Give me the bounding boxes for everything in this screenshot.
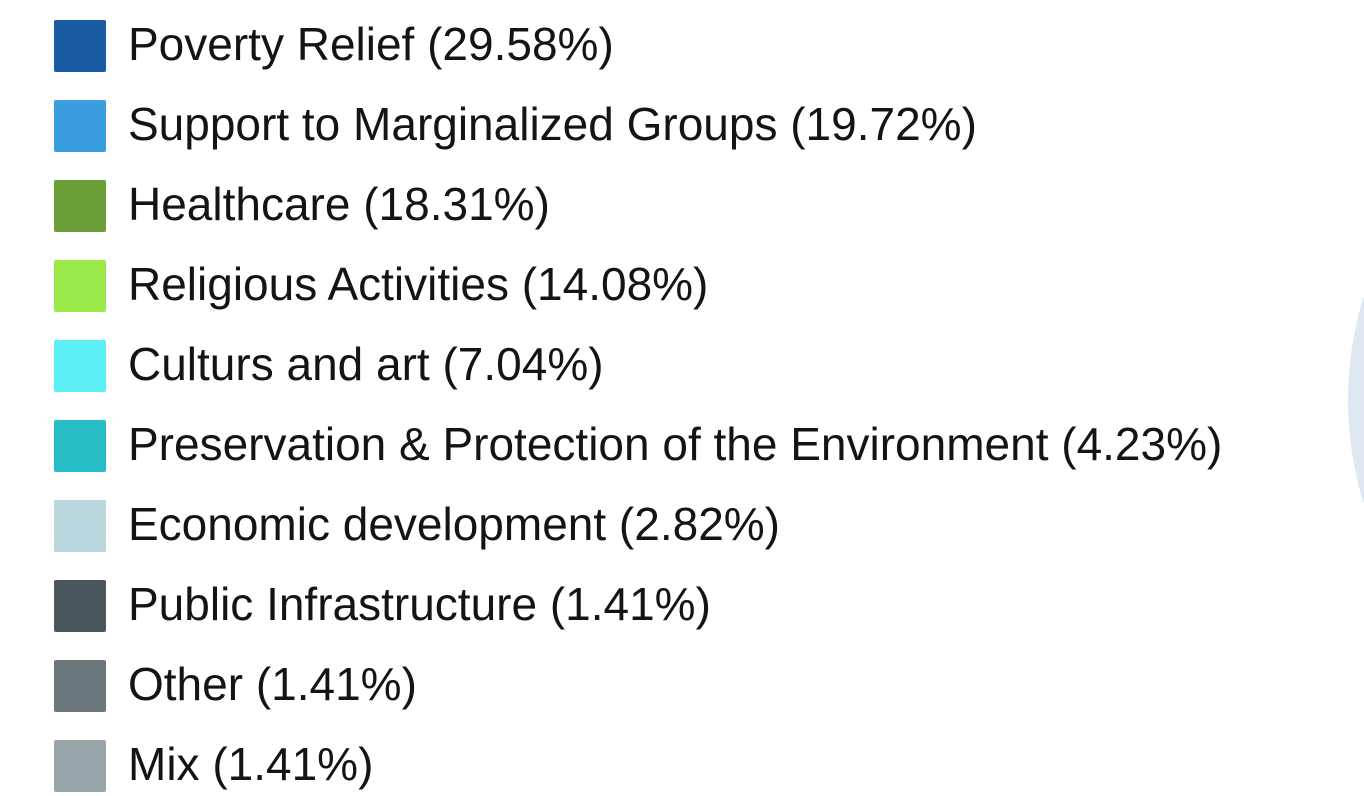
legend-swatch [54, 740, 106, 792]
legend-swatch [54, 500, 106, 552]
legend-swatch [54, 180, 106, 232]
legend-label: Religious Activities (14.08%) [128, 258, 708, 310]
legend-label: Economic development (2.82%) [128, 498, 780, 550]
legend-label: Public Infrastructure (1.41%) [128, 578, 711, 630]
legend-label: Culturs and art (7.04%) [128, 338, 604, 390]
legend-label: Mix (1.41%) [128, 738, 373, 790]
legend-swatch [54, 580, 106, 632]
legend-label: Preservation & Protection of the Environ… [128, 418, 1222, 470]
legend-swatch [54, 20, 106, 72]
pie-edge [1348, 295, 1364, 505]
legend-swatch [54, 260, 106, 312]
legend-swatch [54, 100, 106, 152]
legend-swatch [54, 340, 106, 392]
legend-label: Support to Marginalized Groups (19.72%) [128, 98, 977, 150]
legend-swatch [54, 420, 106, 472]
legend-label: Poverty Relief (29.58%) [128, 18, 614, 70]
legend-label: Healthcare (18.31%) [128, 178, 550, 230]
legend-swatch [54, 660, 106, 712]
legend-label: Other (1.41%) [128, 658, 417, 710]
